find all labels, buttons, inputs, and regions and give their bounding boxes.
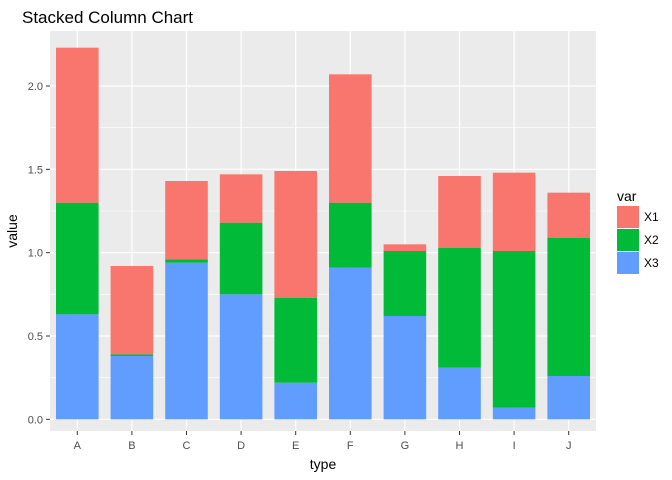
chart-title: Stacked Column Chart [22,8,193,27]
bar-G-X1 [383,244,427,251]
y-tick-label: 2.0 [28,81,43,93]
bar-G-X2 [383,251,427,316]
x-tick-label: H [456,440,464,452]
bar-J-X3 [547,376,590,420]
bar-E-X2 [274,297,317,383]
x-axis-title: type [310,456,337,472]
bar-C-X3 [165,262,208,420]
bar-D-X2 [219,222,263,295]
legend-key-X3 [617,252,639,274]
x-tick-label: A [74,440,82,452]
bar-A-X3 [56,314,99,420]
y-tick-label: 0.0 [28,414,43,426]
bar-H-X2 [438,247,481,368]
bar-E-X3 [274,382,317,420]
bar-J-X1 [547,192,590,238]
bar-H-X1 [438,176,481,248]
x-tick-label: J [566,440,572,452]
bar-F-X2 [329,202,372,268]
bar-D-X1 [219,174,263,223]
legend-label-X1: X1 [644,210,659,224]
legend-key-X2 [617,229,639,251]
x-tick-label: E [292,440,299,452]
bars [56,47,590,420]
legend-key-X1 [617,206,639,228]
bar-A-X2 [56,202,99,315]
legend-label-X3: X3 [644,256,659,270]
bar-E-X1 [274,171,317,298]
y-axis-ticks: 0.0 0.5 1.0 1.5 2.0 [28,81,50,426]
x-tick-label: F [347,440,354,452]
legend-title: var [617,188,637,204]
y-tick-label: 1.5 [28,164,43,176]
legend: var X1 X2 X3 [617,188,659,274]
legend-label-X2: X2 [644,233,659,247]
x-axis-ticks: A B C D E F G H I J [74,431,572,452]
bar-C-X1 [165,181,208,260]
bar-C-X2 [165,259,208,263]
y-tick-label: 0.5 [28,331,43,343]
x-tick-label: C [183,440,191,452]
x-tick-label: B [128,440,135,452]
bar-I-X2 [492,251,536,408]
x-tick-label: I [513,440,516,452]
bar-G-X3 [383,316,427,420]
bar-J-X2 [547,237,590,376]
bar-H-X3 [438,367,481,420]
bar-B-X2 [110,354,154,356]
bar-B-X1 [110,266,154,355]
bar-I-X3 [492,407,536,420]
bar-D-X3 [219,294,263,420]
bar-F-X3 [329,267,372,420]
y-axis-title: value [4,214,20,248]
bar-B-X3 [110,356,154,420]
x-tick-label: G [401,440,410,452]
y-tick-label: 1.0 [28,248,43,260]
x-tick-label: D [237,440,245,452]
bar-F-X1 [329,74,372,203]
bar-I-X1 [492,172,536,251]
bar-A-X1 [56,47,99,203]
